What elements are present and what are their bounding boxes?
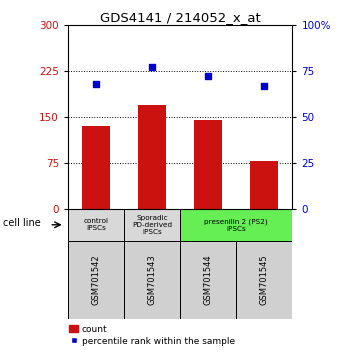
Bar	[138, 104, 166, 209]
Bar	[194, 120, 222, 209]
Bar	[68, 209, 124, 241]
Bar	[124, 241, 180, 319]
Bar	[180, 209, 292, 241]
Text: presenilin 2 (PS2)
iPSCs: presenilin 2 (PS2) iPSCs	[204, 218, 268, 232]
Text: cell line: cell line	[3, 218, 41, 228]
Text: GSM701544: GSM701544	[204, 254, 213, 305]
Bar	[236, 241, 292, 319]
Bar	[68, 241, 124, 319]
Bar	[82, 126, 110, 209]
Legend: count, percentile rank within the sample: count, percentile rank within the sample	[66, 321, 239, 349]
Text: GSM701542: GSM701542	[91, 254, 101, 305]
Text: GSM701545: GSM701545	[260, 254, 269, 305]
Bar	[124, 209, 180, 241]
Text: GSM701543: GSM701543	[148, 254, 157, 305]
Point	[261, 83, 267, 88]
Title: GDS4141 / 214052_x_at: GDS4141 / 214052_x_at	[100, 11, 260, 24]
Point	[205, 74, 211, 79]
Bar	[180, 241, 236, 319]
Text: Sporadic
PD-derived
iPSCs: Sporadic PD-derived iPSCs	[132, 215, 172, 235]
Point	[149, 64, 155, 70]
Bar	[250, 161, 278, 209]
Text: control
IPSCs: control IPSCs	[84, 218, 108, 231]
Point	[93, 81, 99, 86]
